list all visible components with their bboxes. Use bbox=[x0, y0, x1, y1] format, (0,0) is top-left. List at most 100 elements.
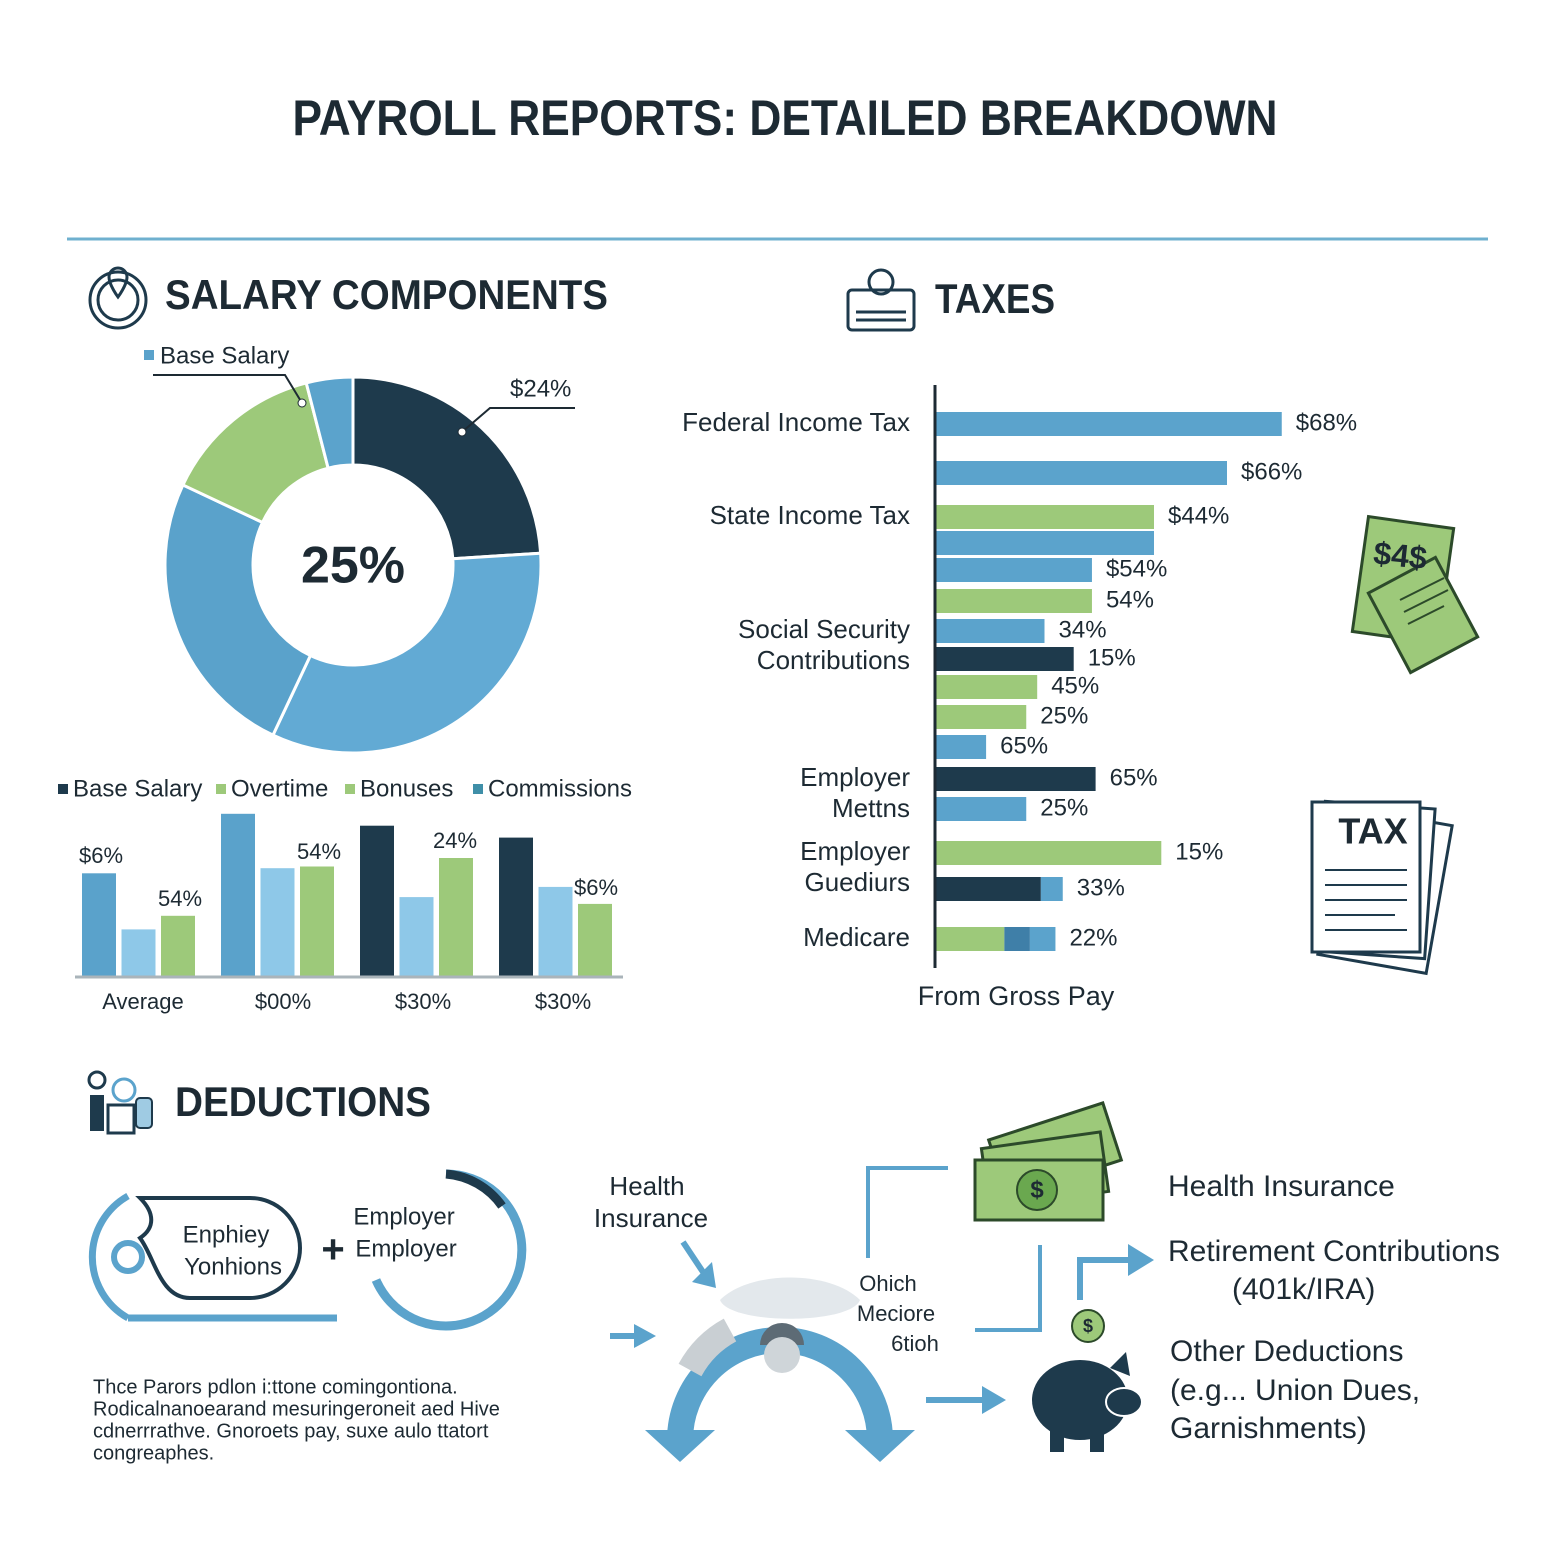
description: Rodicalnanoearand mesuringeroneit aed Hi… bbox=[93, 1398, 500, 1420]
category-label: Employer bbox=[800, 836, 910, 866]
bar-label: 25% bbox=[1040, 794, 1088, 821]
tax-icon bbox=[846, 268, 916, 332]
description: Thce Parors pdlon i:ttone comingontiona. bbox=[93, 1376, 458, 1398]
bar bbox=[935, 797, 1027, 821]
bar-label: $54% bbox=[1106, 555, 1167, 582]
legend-swatch bbox=[58, 784, 68, 794]
plus-sign: + bbox=[321, 1228, 344, 1272]
bar bbox=[935, 705, 1027, 729]
category-label: Contributions bbox=[757, 645, 910, 675]
bar-label: 45% bbox=[1051, 672, 1099, 699]
tax-label: TAX bbox=[1338, 811, 1407, 852]
category-label: Medicare bbox=[803, 922, 910, 952]
cash-label: $4$ bbox=[1372, 535, 1429, 576]
bar bbox=[935, 461, 1227, 485]
leader-line bbox=[461, 407, 575, 433]
category-label: Mettns bbox=[832, 793, 910, 823]
deduction-item: (401k/IRA) bbox=[1232, 1273, 1375, 1306]
legend-swatch bbox=[345, 784, 355, 794]
bar bbox=[260, 868, 295, 977]
bar bbox=[935, 877, 1041, 901]
bar bbox=[935, 841, 1162, 865]
leader-line bbox=[153, 374, 303, 404]
bar bbox=[935, 675, 1038, 699]
dollar-sign: $ bbox=[1083, 1316, 1093, 1336]
bar bbox=[360, 825, 394, 977]
bar bbox=[221, 813, 255, 977]
annotation: $6% bbox=[79, 843, 123, 868]
bar bbox=[935, 505, 1154, 529]
category-label: Base Salary bbox=[160, 342, 289, 369]
bar bbox=[538, 886, 573, 977]
bar bbox=[935, 647, 1074, 671]
dollar-sign: $ bbox=[1030, 1176, 1044, 1203]
section-title: SALARY COMPONENTS bbox=[165, 271, 608, 318]
annotation: 54% bbox=[297, 839, 341, 864]
bar bbox=[935, 619, 1045, 643]
deduction-item: Other Deductions bbox=[1170, 1335, 1403, 1368]
deduction-item: Health Insurance bbox=[1168, 1170, 1395, 1203]
bar bbox=[935, 531, 1154, 555]
legend-swatch bbox=[216, 784, 226, 794]
bar-label: 15% bbox=[1088, 644, 1136, 671]
x-tick-label: Average bbox=[102, 989, 184, 1014]
donut-segment bbox=[270, 551, 543, 755]
annotation: 54% bbox=[158, 886, 202, 911]
flow-diagram bbox=[610, 1101, 1154, 1462]
bar-label: 25% bbox=[1040, 702, 1088, 729]
contribution-diagram bbox=[88, 1169, 527, 1331]
bar bbox=[935, 735, 987, 759]
bar bbox=[300, 866, 334, 977]
employee-label: Yonhions bbox=[184, 1253, 282, 1280]
bar-label: 65% bbox=[1110, 764, 1158, 791]
annotation: $6% bbox=[574, 875, 618, 900]
employer-label: Employer bbox=[353, 1203, 454, 1230]
donut-segment bbox=[351, 375, 543, 561]
bar bbox=[1029, 927, 1056, 951]
bar bbox=[161, 915, 195, 977]
leader-dot bbox=[297, 398, 307, 408]
category-label: Social Security bbox=[738, 614, 910, 644]
section-title: DEDUCTIONS bbox=[175, 1078, 431, 1125]
x-tick-label: $30% bbox=[395, 989, 451, 1014]
bar bbox=[499, 837, 533, 977]
bar bbox=[1004, 927, 1030, 951]
bar bbox=[935, 767, 1096, 791]
bar bbox=[1040, 877, 1063, 901]
x-tick-label: $30% bbox=[535, 989, 591, 1014]
bar-label: 15% bbox=[1175, 838, 1223, 865]
bar-label: $44% bbox=[1168, 502, 1229, 529]
deduction-item: (e.g... Union Dues, bbox=[1170, 1374, 1420, 1407]
bar bbox=[935, 558, 1092, 582]
employer-label: Employer bbox=[355, 1235, 456, 1262]
donut-segment bbox=[304, 375, 355, 470]
deductions-icon bbox=[87, 1070, 153, 1135]
salary-icon bbox=[88, 266, 148, 330]
category-label: Federal Income Tax bbox=[682, 407, 910, 437]
employee-label: Enphiey bbox=[183, 1221, 270, 1248]
bar-label: $66% bbox=[1241, 458, 1302, 485]
x-axis-label: From Gross Pay bbox=[918, 981, 1115, 1011]
bar bbox=[82, 873, 116, 977]
deduction-item: Garnishments) bbox=[1170, 1412, 1367, 1445]
value-label: $24% bbox=[510, 375, 571, 402]
bar-label: 34% bbox=[1059, 616, 1107, 643]
bar bbox=[121, 929, 156, 977]
legend-label: Commissions bbox=[488, 775, 632, 802]
flow-label: Health bbox=[609, 1171, 684, 1201]
center-label: Meciore bbox=[857, 1301, 935, 1326]
legend-label: Bonuses bbox=[360, 775, 453, 802]
bar-label: 33% bbox=[1077, 874, 1125, 901]
legend-label: Overtime bbox=[231, 775, 328, 802]
section-title: TAXES bbox=[935, 275, 1055, 322]
cash-icon bbox=[1350, 514, 1480, 675]
x-tick-label: $00% bbox=[255, 989, 311, 1014]
bar-label: $68% bbox=[1296, 409, 1357, 436]
flow-label: Insurance bbox=[594, 1203, 708, 1233]
legend-swatch bbox=[144, 350, 154, 360]
bar-label: 54% bbox=[1106, 586, 1154, 613]
bar bbox=[935, 589, 1092, 613]
description: cdnerrrathve. Gnoroets pay, suxe aulo tt… bbox=[93, 1420, 489, 1442]
tax-document bbox=[1310, 799, 1454, 976]
